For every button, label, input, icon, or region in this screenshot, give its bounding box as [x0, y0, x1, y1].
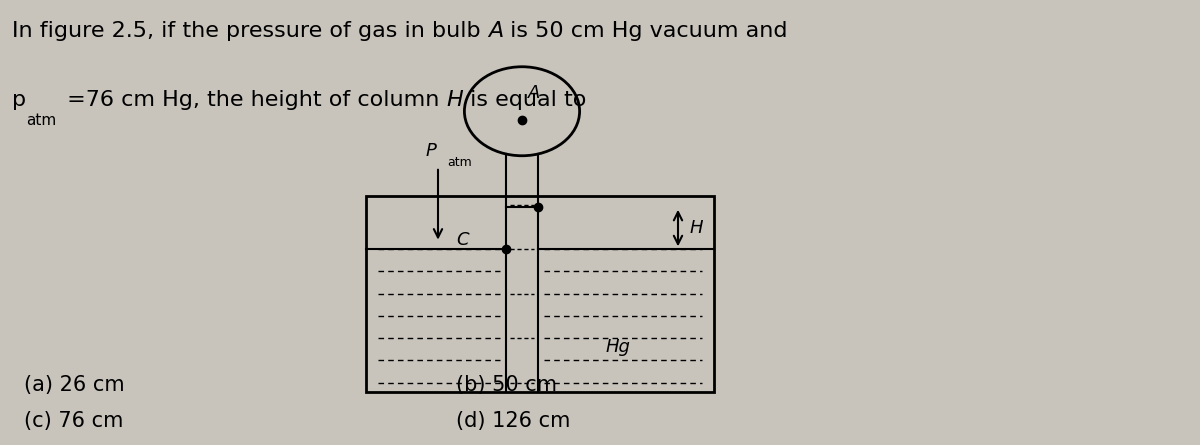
- Text: is 50 cm Hg vacuum and: is 50 cm Hg vacuum and: [503, 21, 787, 41]
- Text: A: A: [487, 21, 503, 41]
- Text: atm: atm: [26, 113, 56, 128]
- Text: In figure 2.5, if the pressure of gas in bulb: In figure 2.5, if the pressure of gas in…: [12, 21, 487, 41]
- Text: A: A: [528, 85, 540, 102]
- Text: (d) 126 cm: (d) 126 cm: [456, 411, 570, 430]
- Text: atm: atm: [448, 156, 473, 169]
- Text: H: H: [690, 219, 703, 237]
- Text: =76 cm Hg, the height of column: =76 cm Hg, the height of column: [60, 90, 446, 110]
- Bar: [366, 196, 714, 392]
- Text: Hg: Hg: [606, 338, 630, 356]
- Text: p: p: [12, 90, 26, 110]
- Text: P: P: [426, 142, 437, 160]
- Text: atm: atm: [26, 113, 56, 128]
- Text: (c) 76 cm: (c) 76 cm: [24, 411, 124, 430]
- Text: H: H: [446, 90, 463, 110]
- Text: C: C: [456, 231, 469, 249]
- Text: (b) 50 cm: (b) 50 cm: [456, 375, 557, 395]
- Text: is equal to: is equal to: [463, 90, 587, 110]
- Text: (a) 26 cm: (a) 26 cm: [24, 375, 125, 395]
